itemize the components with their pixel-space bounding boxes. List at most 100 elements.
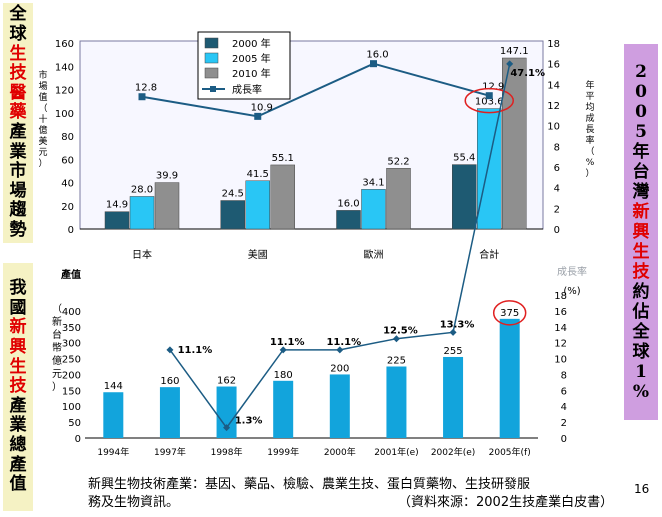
title-char: 藥 <box>9 102 27 123</box>
title-char: 值 <box>9 474 27 495</box>
bar-value-label: 28.0 <box>131 184 153 195</box>
y-tick-label-2: 50 <box>68 418 81 429</box>
bar-value-label: 16.0 <box>337 198 359 209</box>
y-tick-label-2: 250 <box>62 355 81 366</box>
bar-2 <box>103 392 124 438</box>
y-tick-label-2: 200 <box>62 370 81 381</box>
bar <box>361 189 386 230</box>
growth-label: 10.9 <box>251 102 273 113</box>
y-tick-label: 120 <box>55 86 74 97</box>
growth-label-2: 11.1% <box>326 337 361 348</box>
y2-tick-label-2: 18 <box>554 291 567 302</box>
y-axis-label-char: 市 <box>38 69 47 81</box>
title-char: 業 <box>9 415 27 436</box>
y2-tick-label: 14 <box>547 80 560 91</box>
title-char: 2 <box>635 62 647 82</box>
bar <box>336 210 361 230</box>
x-tick-label: 日本 <box>132 248 152 261</box>
bar-value-label-2: 200 <box>330 363 349 374</box>
bar-2 <box>499 318 520 438</box>
legend-swatch <box>204 37 219 49</box>
title-char: 總 <box>9 434 27 455</box>
y2-axis-unit-2: (%) <box>563 286 580 297</box>
y-tick-label: 140 <box>55 62 74 73</box>
growth-point-2 <box>336 346 344 354</box>
growth-point-2 <box>166 346 174 354</box>
bar-value-label-2: 180 <box>274 370 293 381</box>
y-axis-title-2: 產值 <box>60 268 81 281</box>
y2-tick-label: 10 <box>547 122 560 133</box>
title-char: 灣 <box>632 182 650 202</box>
title-char: 產 <box>9 454 27 475</box>
x-tick-label: 歐洲 <box>364 248 384 261</box>
title-char: 新 <box>9 317 27 338</box>
footnote-line1: 新興生物技術產業：基因、藥品、檢驗、農業生技、蛋白質藥物、生技研發服 <box>88 477 531 492</box>
y2-axis-label-char: 率 <box>585 134 594 146</box>
y2-axis-label-char: 長 <box>585 124 594 135</box>
title-char: 興 <box>632 222 650 242</box>
x-tick-label-2: 1998年 <box>211 446 243 458</box>
legend-label: 2000 年 <box>232 37 271 50</box>
y2-tick-label-2: 8 <box>561 370 567 381</box>
title-char: 產 <box>9 395 27 416</box>
right-title: 2 0 0 5 年台灣新興生技約佔全球 1% <box>624 44 658 420</box>
y-tick-label: 0 <box>68 225 74 236</box>
title-char: 0 <box>635 82 647 102</box>
bar <box>386 168 411 230</box>
bar-value-label: 14.9 <box>106 200 128 211</box>
growth-point-2 <box>279 346 287 354</box>
bar-value-label: 39.9 <box>156 171 178 182</box>
title-char: 5 <box>635 122 647 142</box>
legend-label: 2010 年 <box>232 67 271 80</box>
y-tick-label: 60 <box>61 155 74 166</box>
y2-axis-title-2: 成長率 <box>557 265 587 278</box>
x-tick-label-2: 2002年(e) <box>431 446 475 458</box>
bar <box>220 200 245 230</box>
footnote-source: （資料來源：2002生技產業白皮書） <box>398 495 614 510</box>
y2-tick-label: 0 <box>554 225 560 236</box>
bar-value-label-2: 255 <box>444 346 463 357</box>
growth-label-2: 1.3% <box>235 416 263 427</box>
y-tick-label: 40 <box>61 179 74 190</box>
y2-axis-label-char: ） <box>585 168 594 179</box>
title-char: 全 <box>9 4 27 25</box>
y2-axis-label-char: 均 <box>585 101 594 113</box>
title-char: 業 <box>9 141 27 162</box>
title-char: 1 <box>635 362 647 382</box>
top-left-title: 全球生技醫藥產業市場趨勢 <box>3 3 33 243</box>
title-char: 約 <box>632 282 650 302</box>
y2-tick-label-2: 0 <box>561 434 567 445</box>
y2-tick-label: 18 <box>547 39 560 50</box>
growth-label-2: 11.1% <box>178 345 213 356</box>
bar-value-label: 103.6 <box>475 97 504 108</box>
bar-value-label: 55.4 <box>453 153 475 164</box>
y2-tick-label: 6 <box>554 163 560 174</box>
bottom-left-title: 我國新興生技產業總產值 <box>3 263 33 511</box>
bar <box>452 164 477 230</box>
bar <box>270 164 295 230</box>
bar-value-label-2: 160 <box>160 376 179 387</box>
y2-tick-label-2: 2 <box>561 418 567 429</box>
y-axis-label-char: ） <box>38 158 47 169</box>
x-tick-label-2: 2005年(f) <box>489 446 531 458</box>
y-tick-label: 80 <box>61 132 74 143</box>
y-axis-label-char-2: 台 <box>52 328 62 341</box>
title-char: 趨 <box>9 200 27 221</box>
y2-tick-label-2: 12 <box>554 339 567 350</box>
growth-point <box>370 60 377 68</box>
title-char: 技 <box>632 262 650 282</box>
bar-value-label-2: 375 <box>500 308 519 319</box>
growth-point-2 <box>506 60 514 68</box>
title-char: 產 <box>9 122 27 142</box>
bar-value-label: 34.1 <box>362 177 384 188</box>
bar-value-label: 24.5 <box>222 189 244 200</box>
y2-axis-label-char: 年 <box>585 79 594 91</box>
bar <box>245 180 270 230</box>
highlight-ellipse <box>464 87 514 114</box>
legend-label: 2005 年 <box>232 52 271 65</box>
bar-value-label: 55.1 <box>272 153 294 164</box>
y-axis-label-char-2: 新 <box>52 315 62 328</box>
title-char: 醫 <box>9 82 27 103</box>
y2-axis-label-char: 平 <box>585 91 594 102</box>
